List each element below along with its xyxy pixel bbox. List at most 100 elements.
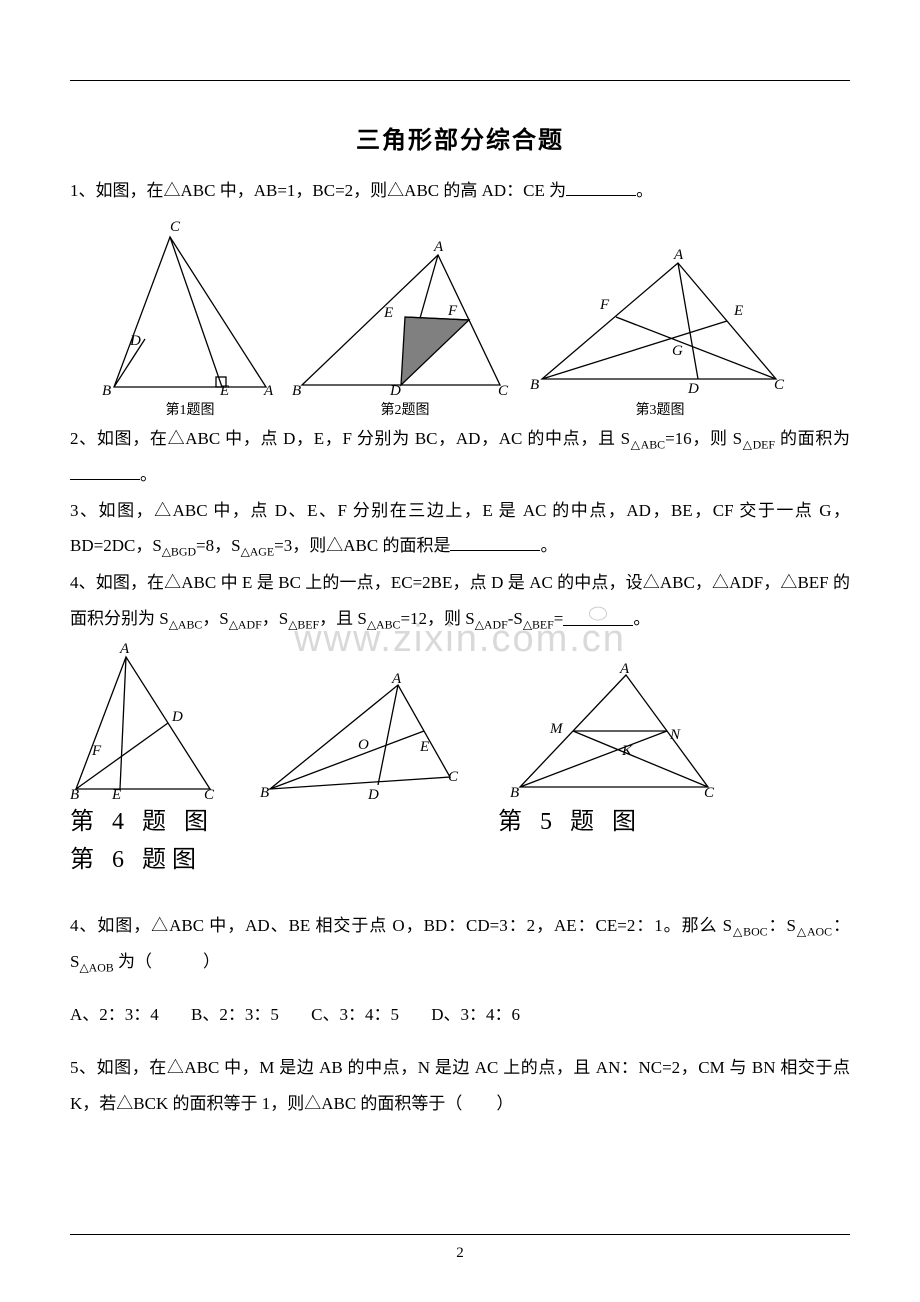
q1-end: 。 xyxy=(636,181,653,200)
svg-text:E: E xyxy=(733,303,743,319)
svg-text:D: D xyxy=(171,709,183,725)
sub: △BEF xyxy=(288,617,319,631)
cap5: 第 5 题 图 xyxy=(498,809,642,835)
q4b-textd: 为（ ） xyxy=(114,952,220,971)
cap4: 第 4 题 图 xyxy=(70,809,214,835)
svg-text:E: E xyxy=(419,739,429,755)
svg-text:N: N xyxy=(669,727,681,743)
sub: △AGE xyxy=(241,545,275,559)
figure-1: C D B E A 第1题图 xyxy=(100,217,280,419)
triangle-diagram-icon: A M K N B C xyxy=(510,661,720,801)
figure-captions-big: 第 4 题 图 第 5 题 图 第 6 题图 xyxy=(70,803,850,880)
option-c: C、3：4：5 xyxy=(311,1005,399,1024)
sub: △AOC xyxy=(796,924,832,938)
svg-text:F: F xyxy=(91,743,102,759)
figure-5: A O E B D C xyxy=(260,671,470,801)
sub: △DEF xyxy=(742,437,775,451)
question-5: 5、如图，在△ABC 中，M 是边 AB 的中点，N 是边 AC 上的点，且 A… xyxy=(70,1050,850,1121)
page-title: 三角形部分综合题 xyxy=(70,120,850,155)
q4b-textb: ：S xyxy=(768,916,796,935)
triangle-diagram-icon: A D F B E C xyxy=(70,641,220,801)
svg-text:E: E xyxy=(219,383,229,397)
svg-text:A: A xyxy=(433,239,444,255)
question-1: 1、如图，在△ABC 中，AB=1，BC=2，则△ABC 的高 AD：CE 为 。 xyxy=(70,173,850,209)
svg-text:B: B xyxy=(292,383,301,397)
q4-textc: ，S xyxy=(262,609,288,628)
sub: △ADF xyxy=(229,617,262,631)
q3-textc: =3，则△ABC 的面积是 xyxy=(274,536,450,555)
svg-text:A: A xyxy=(391,671,402,687)
sub: △BOC xyxy=(732,924,767,938)
question-4a: 4、如图，在△ABC 中 E 是 BC 上的一点，EC=2BE，点 D 是 AC… xyxy=(70,565,850,637)
svg-text:M: M xyxy=(549,721,564,737)
svg-text:B: B xyxy=(530,377,539,393)
q2-textd: 。 xyxy=(140,465,157,484)
blank xyxy=(70,462,140,480)
top-rule xyxy=(70,80,850,81)
q2-textb: =16，则 S xyxy=(665,429,742,448)
svg-text:O: O xyxy=(358,737,369,753)
question-4b: 4、如图，△ABC 中，AD、BE 相交于点 O，BD：CD=3：2，AE：CE… xyxy=(70,908,850,981)
figure-4: A D F B E C xyxy=(70,641,220,801)
svg-text:E: E xyxy=(383,305,393,321)
page: 三角形部分综合题 1、如图，在△ABC 中，AB=1，BC=2，则△ABC 的高… xyxy=(0,0,920,1302)
q1-text: 1、如图，在△ABC 中，AB=1，BC=2，则△ABC 的高 AD：CE 为 xyxy=(70,181,566,200)
figure-row-2: A D F B E C A O E xyxy=(70,641,850,801)
triangle-diagram-icon: A F E G B D C xyxy=(530,247,790,397)
option-b: B、2：3：5 xyxy=(191,1005,279,1024)
page-number: 2 xyxy=(456,1245,464,1261)
svg-text:B: B xyxy=(510,785,519,801)
svg-text:C: C xyxy=(774,377,785,393)
q2-textc: 的面积为 xyxy=(775,429,850,448)
triangle-diagram-icon: A O E B D C xyxy=(260,671,470,801)
figure-3: A F E G B D C 第3题图 xyxy=(530,247,790,419)
sub: △ADF xyxy=(475,617,508,631)
q4-textf: -S xyxy=(508,609,523,628)
q3-textb: =8，S xyxy=(196,536,241,555)
sub: △ABC xyxy=(630,437,665,451)
svg-text:B: B xyxy=(102,383,111,397)
svg-text:D: D xyxy=(389,383,401,397)
svg-text:C: C xyxy=(170,219,181,235)
svg-text:G: G xyxy=(672,343,683,359)
q3-textd: 。 xyxy=(540,536,557,555)
svg-text:D: D xyxy=(367,787,379,801)
svg-text:B: B xyxy=(70,787,79,801)
triangle-diagram-icon: C D B E A xyxy=(100,217,280,397)
svg-text:C: C xyxy=(498,383,509,397)
question-4b-options: A、2：3：4 B、2：3：5 C、3：4：5 D、3：4：6 xyxy=(70,997,850,1033)
option-d: D、3：4：6 xyxy=(431,1005,520,1024)
svg-text:F: F xyxy=(447,303,458,319)
sub: △BGD xyxy=(162,545,196,559)
svg-text:A: A xyxy=(119,641,130,657)
q4-textg: = xyxy=(554,609,564,628)
question-3: 3、如图，△ABC 中，点 D、E、F 分别在三边上，E 是 AC 的中点，AD… xyxy=(70,493,850,565)
svg-text:C: C xyxy=(448,769,459,785)
svg-text:D: D xyxy=(129,333,141,349)
sub: △ABC xyxy=(169,617,203,631)
svg-text:D: D xyxy=(687,381,699,397)
footer-rule xyxy=(70,1234,850,1235)
question-2: 2、如图，在△ABC 中，点 D，E，F 分别为 BC，AD，AC 的中点，且 … xyxy=(70,421,850,493)
q2-texta: 2、如图，在△ABC 中，点 D，E，F 分别为 BC，AD，AC 的中点，且 … xyxy=(70,429,630,448)
figure-2: A E F B D C 第2题图 xyxy=(290,237,520,419)
cap6: 第 6 题图 xyxy=(70,847,202,873)
q4-textb: ，S xyxy=(202,609,228,628)
blank xyxy=(450,533,540,551)
figure-row-1: C D B E A 第1题图 A E xyxy=(100,217,850,419)
blank xyxy=(566,178,636,196)
svg-text:E: E xyxy=(111,787,121,801)
svg-text:A: A xyxy=(619,661,630,677)
svg-text:F: F xyxy=(599,297,610,313)
sub: △BEF xyxy=(523,617,554,631)
svg-text:A: A xyxy=(263,383,274,397)
svg-text:K: K xyxy=(621,743,633,759)
svg-text:C: C xyxy=(704,785,715,801)
q4-texth: 。 xyxy=(633,609,650,628)
figure-caption: 第2题图 xyxy=(381,399,430,419)
q4-textd: ，且 S xyxy=(319,609,367,628)
figure-caption: 第3题图 xyxy=(636,399,685,419)
q4b-texta: 4、如图，△ABC 中，AD、BE 相交于点 O，BD：CD=3：2，AE：CE… xyxy=(70,916,732,935)
q5-text: 5、如图，在△ABC 中，M 是边 AB 的中点，N 是边 AC 上的点，且 A… xyxy=(70,1058,850,1113)
q4-texte: =12，则 S xyxy=(400,609,474,628)
